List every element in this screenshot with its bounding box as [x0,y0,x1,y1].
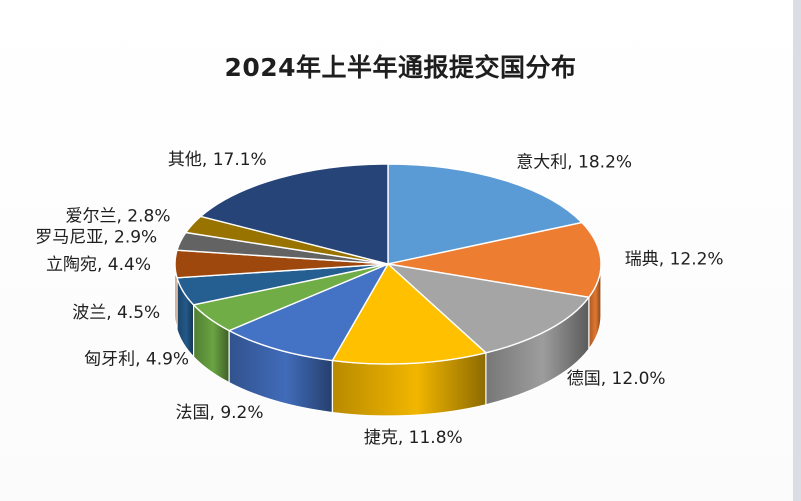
pie-label-爱尔兰: 爱尔兰, 2.8% [65,207,170,227]
pie-slice-其他 [199,163,389,265]
pie-top-group [174,163,602,365]
pie-label-其他: 其他, 17.1% [168,150,267,170]
pie-slice-法国 [227,262,390,362]
pie-label-group: 意大利, 18.2% 瑞典, 12.2% 德国, 12.0% 捷克, 11.8% 法国,… [35,150,723,448]
pie-label-意大利: 意大利, 18.2% [516,152,632,172]
pie-label-捷克: 捷克, 11.8% [364,428,463,448]
pie-label-匈牙利: 匈牙利, 4.9% [84,350,189,370]
pie-slice-意大利 [387,163,584,265]
pie-slice-捷克 [331,262,488,365]
pie-slice-瑞典 [387,221,602,299]
pie-label-罗马尼亚: 罗马尼亚, 2.9% [35,227,157,247]
pie-label-立陶宛: 立陶宛, 4.4% [46,255,151,275]
pie-slice-德国 [385,262,591,354]
pie-label-瑞典: 瑞典, 12.2% [625,250,724,270]
pie-label-德国: 德国, 12.0% [567,369,666,389]
pie-label-法国: 法国, 9.2% [176,403,264,423]
pie-label-波兰: 波兰, 4.5% [72,303,160,323]
chart-title: 2024年上半年通报提交国分布 [224,53,577,82]
window-edge [793,0,801,501]
pie-side-group [174,263,602,417]
